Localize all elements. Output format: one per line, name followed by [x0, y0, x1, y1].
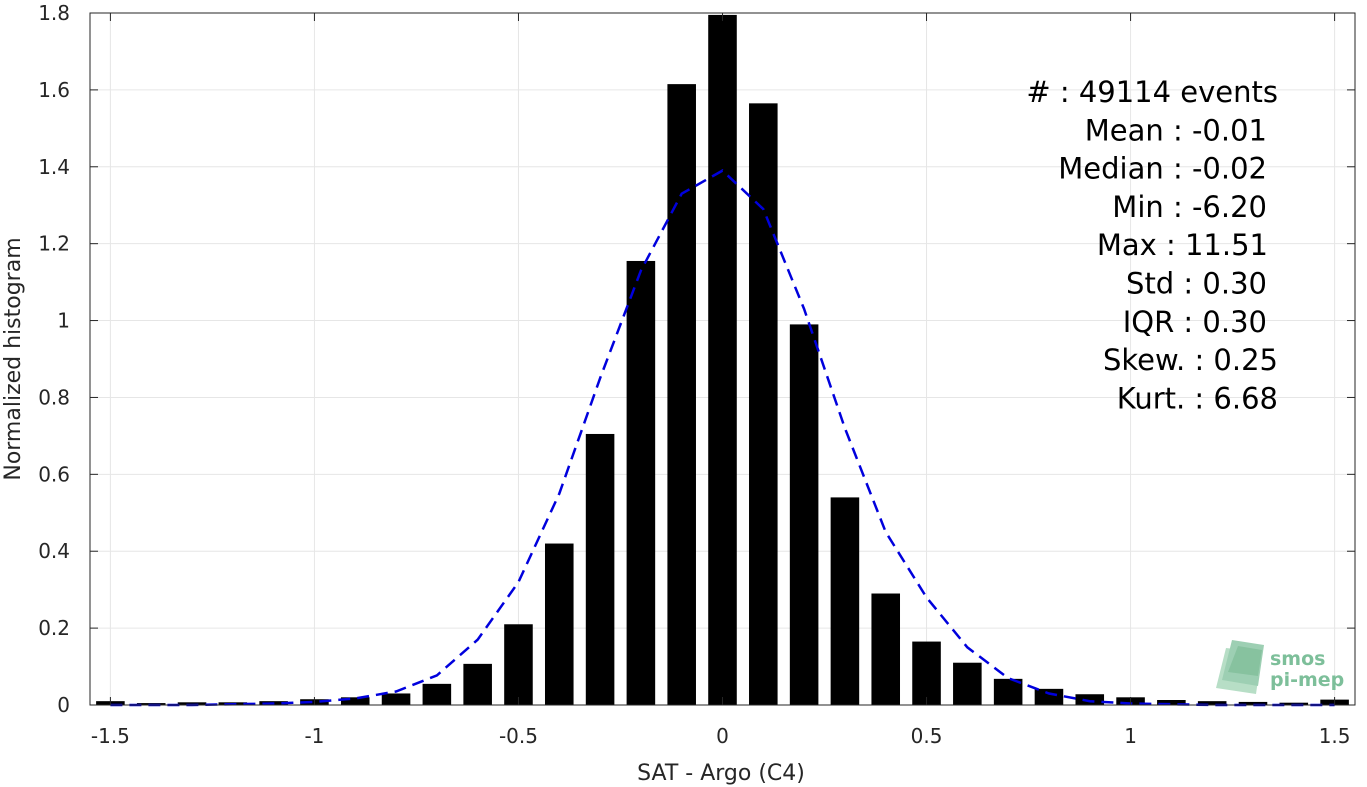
y-axis-ticks: 0 0.2 0.4 0.6 0.8 1 1.2 1.4 1.6 1.8	[38, 1, 1355, 717]
bar-15	[708, 14, 737, 705]
y-tick-label-5: 1	[57, 309, 70, 333]
bar-7	[381, 693, 411, 705]
x-tick-label-3: 0	[716, 724, 729, 748]
bar-27	[1197, 701, 1227, 705]
bar-22	[993, 678, 1023, 705]
bar-23	[1034, 688, 1064, 705]
stat-line-2: Median : -0.02	[1058, 152, 1267, 186]
statistics-annotations: # : 49114 events Mean : -0.01 Median : -0.…	[1026, 75, 1278, 415]
bar-21	[953, 662, 982, 705]
bar-28	[1238, 701, 1268, 705]
smos-pimep-logo: smos pi-mep	[1216, 640, 1344, 694]
y-tick-label-8: 1.6	[38, 78, 70, 102]
stat-line-6: IQR : 0.30	[1123, 305, 1267, 339]
bar-19	[871, 593, 901, 705]
y-tick-label-0: 0	[57, 693, 70, 717]
y-tick-label-2: 0.4	[38, 539, 70, 563]
x-tick-label-1: -1	[304, 724, 324, 748]
bar-14	[667, 84, 696, 706]
bar-17	[789, 324, 819, 705]
stat-line-8: Kurt. : 6.68	[1117, 381, 1278, 415]
logo-text-pimep: pi-mep	[1270, 669, 1344, 691]
y-axis-label: Normalized histogram	[1, 237, 26, 480]
y-tick-label-4: 0.8	[38, 385, 70, 409]
x-tick-label-5: 1	[1124, 724, 1137, 748]
stat-line-3: Min : -6.20	[1112, 190, 1267, 224]
stat-line-4: Max : 11.51	[1097, 228, 1268, 262]
bar-6	[340, 697, 370, 705]
stat-line-1: Mean : -0.01	[1085, 113, 1267, 147]
x-tick-label-2: -0.5	[499, 724, 538, 748]
stat-line-0: # : 49114 events	[1026, 75, 1278, 109]
y-tick-label-3: 0.6	[38, 462, 70, 486]
x-axis-label: SAT - Argo (C4)	[637, 761, 805, 786]
bar-9	[463, 663, 492, 705]
bar-2	[177, 702, 207, 705]
x-tick-label-6: 1.5	[1319, 724, 1351, 748]
y-tick-label-6: 1.2	[38, 232, 70, 256]
logo-text-smos: smos	[1270, 648, 1325, 670]
y-tick-label-1: 0.2	[38, 616, 70, 640]
x-axis-ticks: -1.5 -1 -0.5 0 0.5 1 1.5	[91, 13, 1351, 748]
bar-16	[749, 103, 778, 706]
bar-10	[504, 624, 533, 705]
y-tick-label-7: 1.4	[38, 155, 70, 179]
bar-12	[585, 433, 615, 705]
bars	[96, 14, 1349, 706]
y-tick-label-9: 1.8	[38, 1, 70, 25]
stat-line-5: Std : 0.30	[1126, 267, 1267, 301]
bar-13	[626, 260, 656, 705]
bar-8	[422, 683, 452, 705]
stat-line-7: Skew. : 0.25	[1103, 343, 1278, 377]
bar-26	[1157, 700, 1186, 705]
x-tick-label-4: 0.5	[911, 724, 943, 748]
logo-icon	[1216, 640, 1264, 694]
bar-20	[912, 641, 941, 705]
bar-24	[1075, 694, 1105, 705]
bar-18	[830, 497, 860, 705]
bar-11	[544, 543, 574, 705]
x-tick-label-0: -1.5	[91, 724, 130, 748]
